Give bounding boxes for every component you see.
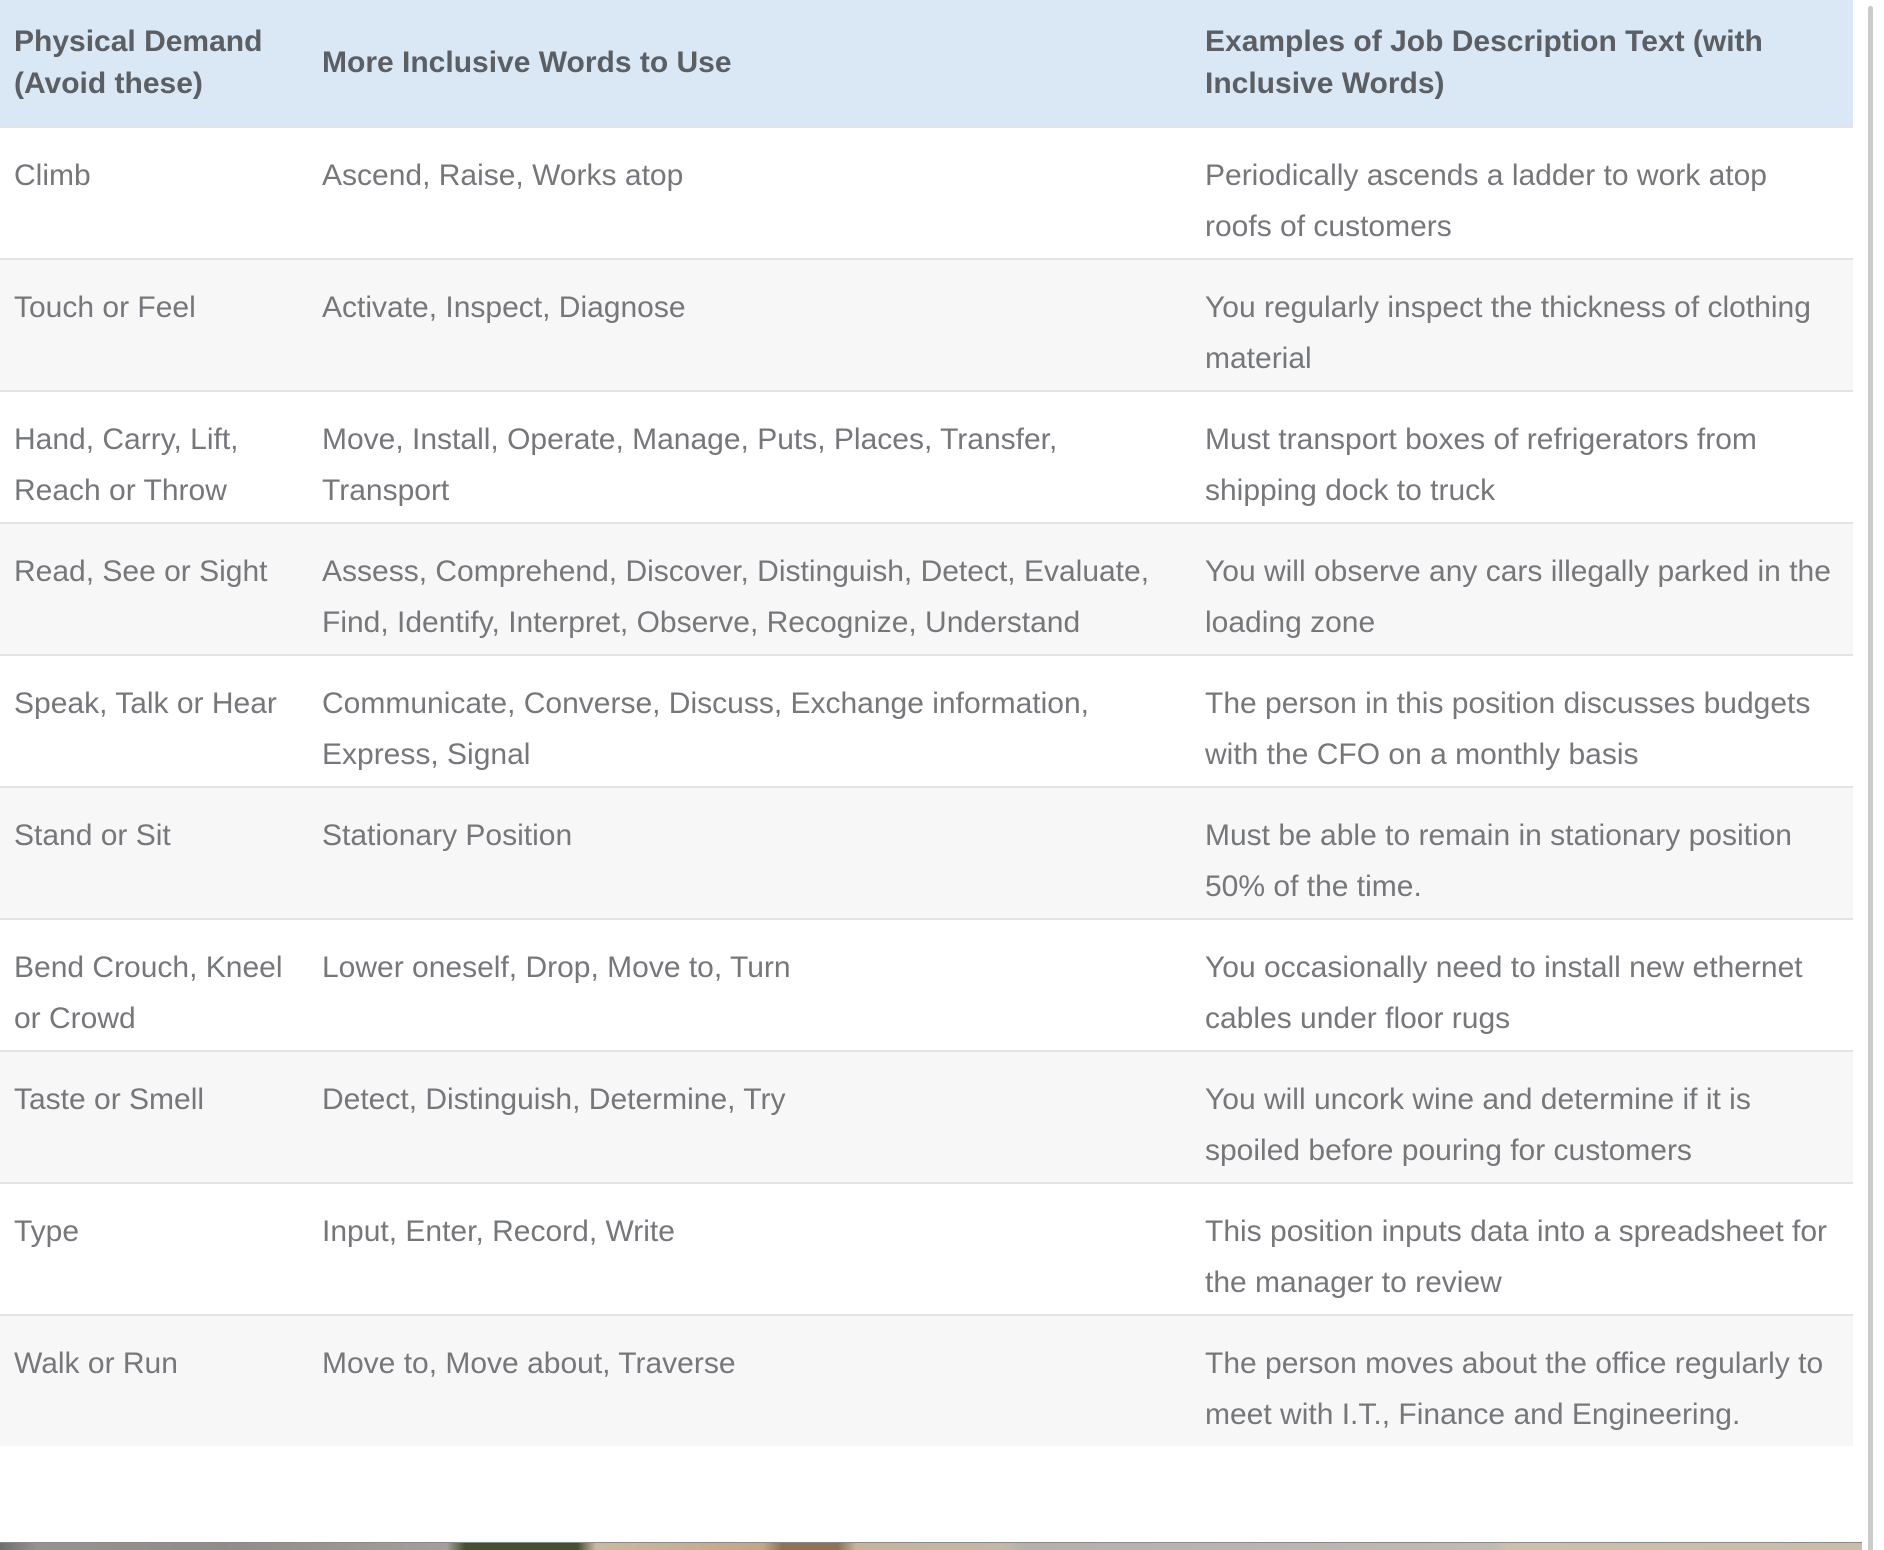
cell-inclusive-words: Ascend, Raise, Works atop — [308, 126, 1191, 259]
cell-physical-demand: Touch or Feel — [0, 258, 308, 391]
header-inclusive-words: More Inclusive Words to Use — [308, 0, 1191, 127]
table-row: Taste or Smell Detect, Distinguish, Dete… — [0, 1050, 1853, 1183]
table-row: Walk or Run Move to, Move about, Travers… — [0, 1314, 1853, 1446]
cell-example: You regularly inspect the thickness of c… — [1191, 258, 1853, 391]
cell-physical-demand: Climb — [0, 126, 308, 259]
cell-physical-demand: Read, See or Sight — [0, 522, 308, 655]
table-row: Read, See or Sight Assess, Comprehend, D… — [0, 522, 1853, 655]
cell-physical-demand: Speak, Talk or Hear — [0, 654, 308, 787]
cell-example: You will uncork wine and determine if it… — [1191, 1050, 1853, 1183]
cell-physical-demand: Taste or Smell — [0, 1050, 308, 1183]
cell-inclusive-words: Input, Enter, Record, Write — [308, 1182, 1191, 1315]
table-row: Stand or Sit Stationary Position Must be… — [0, 786, 1853, 919]
header-physical-demand: Physical Demand (Avoid these) — [0, 0, 308, 127]
cell-example: This position inputs data into a spreads… — [1191, 1182, 1853, 1315]
cell-inclusive-words: Detect, Distinguish, Determine, Try — [308, 1050, 1191, 1183]
cell-inclusive-words: Move to, Move about, Traverse — [308, 1314, 1191, 1446]
cell-example: You occasionally need to install new eth… — [1191, 918, 1853, 1051]
table-row: Hand, Carry, Lift, Reach or Throw Move, … — [0, 390, 1853, 523]
inclusive-language-table: Physical Demand (Avoid these) More Inclu… — [0, 0, 1853, 1446]
cell-inclusive-words: Stationary Position — [308, 786, 1191, 919]
table-row: Type Input, Enter, Record, Write This po… — [0, 1182, 1853, 1315]
cell-inclusive-words: Activate, Inspect, Diagnose — [308, 258, 1191, 391]
cell-inclusive-words: Assess, Comprehend, Discover, Distinguis… — [308, 522, 1191, 655]
table-row: Speak, Talk or Hear Communicate, Convers… — [0, 654, 1853, 787]
cell-example: The person in this position discusses bu… — [1191, 654, 1853, 787]
cell-inclusive-words: Communicate, Converse, Discuss, Exchange… — [308, 654, 1191, 787]
cell-physical-demand: Hand, Carry, Lift, Reach or Throw — [0, 390, 308, 523]
cell-example: You will observe any cars illegally park… — [1191, 522, 1853, 655]
scrollbar-thumb[interactable] — [1868, 6, 1873, 1550]
table-header-row: Physical Demand (Avoid these) More Inclu… — [0, 0, 1853, 127]
table-row: Bend Crouch, Kneel or Crowd Lower onesel… — [0, 918, 1853, 1051]
cell-example: The person moves about the office regula… — [1191, 1314, 1853, 1446]
table-row: Climb Ascend, Raise, Works atop Periodic… — [0, 126, 1853, 259]
cell-physical-demand: Type — [0, 1182, 308, 1315]
cell-example: Periodically ascends a ladder to work at… — [1191, 126, 1853, 259]
cell-physical-demand: Stand or Sit — [0, 786, 308, 919]
cell-example: Must transport boxes of refrigerators fr… — [1191, 390, 1853, 523]
photo-strip-below-table — [0, 1542, 1862, 1550]
cell-inclusive-words: Move, Install, Operate, Manage, Puts, Pl… — [308, 390, 1191, 523]
cell-example: Must be able to remain in stationary pos… — [1191, 786, 1853, 919]
table-row: Touch or Feel Activate, Inspect, Diagnos… — [0, 258, 1853, 391]
header-examples: Examples of Job Description Text (with I… — [1191, 0, 1853, 127]
cell-physical-demand: Walk or Run — [0, 1314, 308, 1446]
cell-physical-demand: Bend Crouch, Kneel or Crowd — [0, 918, 308, 1051]
cell-inclusive-words: Lower oneself, Drop, Move to, Turn — [308, 918, 1191, 1051]
